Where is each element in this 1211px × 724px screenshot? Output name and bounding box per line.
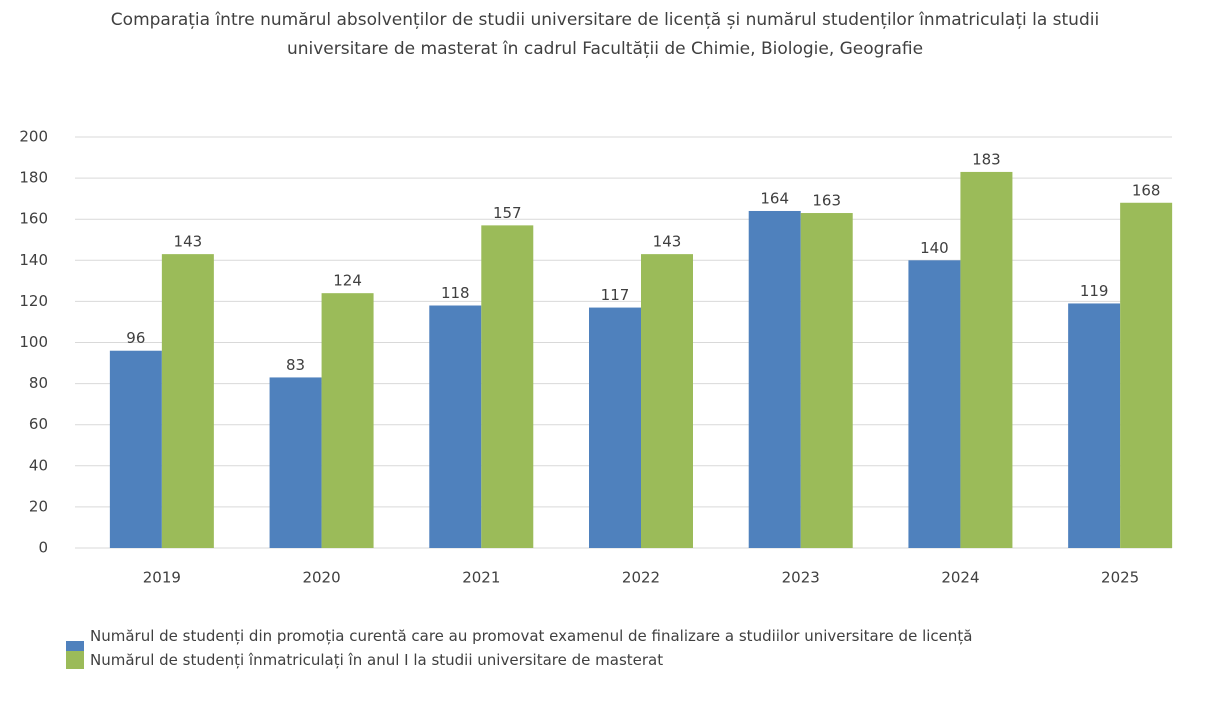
bar xyxy=(960,171,1013,548)
legend-swatch xyxy=(66,651,84,669)
bar xyxy=(641,254,693,548)
legend-label: Numărul de studenți înmatriculați în anu… xyxy=(90,651,664,669)
bar xyxy=(908,260,961,548)
data-label: 183 xyxy=(972,150,1001,168)
x-tick-label: 2020 xyxy=(302,569,340,587)
data-label: 143 xyxy=(653,233,682,251)
bar xyxy=(109,350,162,548)
bar xyxy=(161,254,214,548)
y-tick-label: 40 xyxy=(29,456,48,474)
bar xyxy=(429,305,482,548)
data-label: 83 xyxy=(286,356,305,374)
bar xyxy=(1120,202,1173,548)
bar xyxy=(481,225,534,549)
data-label: 96 xyxy=(126,329,145,347)
x-tick-label: 2019 xyxy=(143,569,181,587)
legend-item: Numărul de studenți înmatriculați în anu… xyxy=(66,648,1176,672)
data-label: 117 xyxy=(601,286,630,304)
y-tick-label: 140 xyxy=(19,251,48,269)
x-tick-label: 2022 xyxy=(622,569,660,587)
x-tick-label: 2023 xyxy=(782,569,820,587)
y-tick-label: 0 xyxy=(38,539,48,557)
bar xyxy=(748,210,801,549)
chart-title: Comparația între numărul absolvenților d… xyxy=(110,10,1100,59)
legend-item: Numărul de studenți din promoția curentă… xyxy=(66,624,1176,659)
data-label: 140 xyxy=(920,239,949,257)
data-label: 119 xyxy=(1080,282,1109,300)
y-tick-label: 20 xyxy=(29,497,48,515)
data-label: 163 xyxy=(812,192,841,210)
y-tick-label: 80 xyxy=(29,374,48,392)
x-tick-label: 2021 xyxy=(462,569,500,587)
bar xyxy=(1068,303,1121,548)
y-tick-label: 100 xyxy=(19,333,48,351)
data-label: 124 xyxy=(333,272,362,290)
data-label: 157 xyxy=(493,204,522,222)
bar xyxy=(321,293,374,548)
y-tick-label: 160 xyxy=(19,210,48,228)
x-tick-label: 2024 xyxy=(941,569,979,587)
y-tick-label: 120 xyxy=(19,292,48,310)
y-tick-label: 60 xyxy=(29,415,48,433)
bar xyxy=(269,377,322,548)
bar xyxy=(800,213,853,548)
legend-label: Numărul de studenți din promoția curentă… xyxy=(90,627,973,645)
bar xyxy=(589,307,641,548)
y-tick-label: 180 xyxy=(19,169,48,187)
y-tick-label: 200 xyxy=(19,128,48,146)
data-label: 118 xyxy=(441,284,470,302)
data-label: 168 xyxy=(1132,181,1161,199)
legend: Numărul de studenți din promoția curentă… xyxy=(66,624,1176,672)
data-label: 164 xyxy=(760,189,789,207)
x-tick-label: 2025 xyxy=(1101,569,1139,587)
data-label: 143 xyxy=(174,233,203,251)
